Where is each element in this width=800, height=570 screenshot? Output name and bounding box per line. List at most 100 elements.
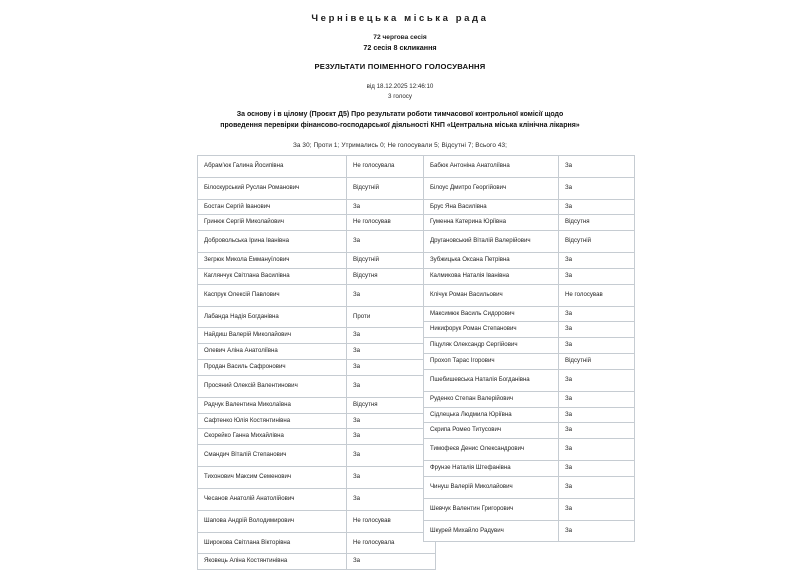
deputy-name: Бабюк Антоніна Анатоліївна xyxy=(423,155,559,178)
table-row: Фрунзе Наталія Штефанівна За xyxy=(423,460,635,477)
vote-table-left: Абрам’юк Галина Йосипівна Не голосувала Бі… xyxy=(197,155,436,570)
vote-value: Відсутній xyxy=(346,176,436,200)
deputy-name: Сідлецька Людмила Юріївна xyxy=(423,406,559,424)
deputy-name: Никифорук Роман Степанович xyxy=(423,321,559,339)
table-row: Скрипа Ромео Титусович За xyxy=(423,422,635,440)
motion-text: За основу і в цілому (Проєкт Д5) Про рез… xyxy=(220,110,580,129)
table-row: Найдиш Валерій Миколайович За xyxy=(197,327,436,345)
deputy-name: Другановський Віталій Валерійович xyxy=(423,230,559,254)
deputy-name: Бостан Сергій Іванович xyxy=(197,198,347,216)
page-title: РЕЗУЛЬТАТИ ПОІМЕННОГО ГОЛОСУВАННЯ xyxy=(314,62,486,72)
deputy-name: Брус Яна Василівна xyxy=(423,198,559,216)
deputy-name: Гуменна Катерина Юріївна xyxy=(423,214,559,232)
deputy-name: Білоскурський Руслан Романович xyxy=(197,176,347,200)
deputy-name: Продан Василь Сафронович xyxy=(197,359,347,376)
vote-value: За xyxy=(558,497,635,521)
vote-value: Не голосував xyxy=(558,283,635,307)
deputy-name: Чинуш Валерій Миколайович xyxy=(423,475,559,499)
deputy-name: Абрам’юк Галина Йосипівна xyxy=(197,155,347,178)
table-row: Каспрук Олексій Павлович За xyxy=(197,283,436,307)
table-row: Білоус Дмитро Георгійович За xyxy=(423,176,635,200)
table-row: Максимюк Василь Сидорович За xyxy=(423,305,635,323)
vote-value: За xyxy=(558,337,635,355)
deputy-name: Шапова Андрій Володимирович xyxy=(197,509,347,533)
deputy-name: Фрунзе Наталія Штефанівна xyxy=(423,460,559,477)
table-row: Радчук Валентина Миколаївна Відсутня xyxy=(197,396,436,414)
table-row: Клічук Роман Васильович Не голосував xyxy=(423,283,635,307)
table-row: Гринюк Сергій Миколайович Не голосував xyxy=(197,214,436,232)
table-row: Гуменна Катерина Юріївна Відсутня xyxy=(423,214,635,232)
deputy-name: Скорейко Ганна Михайлівна xyxy=(197,428,347,446)
session-convocation: 72 сесія 8 скликання xyxy=(363,42,437,52)
vote-value: Відсутній xyxy=(558,230,635,254)
vote-value: За xyxy=(346,230,436,254)
deputy-name: Каглянчук Світлана Василівна xyxy=(197,267,347,285)
deputy-name: Шевчук Валентин Григорович xyxy=(423,497,559,521)
table-row: Піцуляк Олександр Сергійович За xyxy=(423,337,635,355)
vote-value: Відсутній xyxy=(558,353,635,370)
deputy-name: Гринюк Сергій Миколайович xyxy=(197,214,347,232)
deputy-name: Радчук Валентина Миколаївна xyxy=(197,396,347,414)
vote-value: За xyxy=(558,519,635,543)
deputy-name: Тимофеєв Денис Олександрович xyxy=(423,438,559,462)
vote-value: За xyxy=(558,176,635,200)
table-row: Просяний Олексій Валентинович За xyxy=(197,374,436,398)
table-row: Шкурей Михайло Радувич За xyxy=(423,519,635,543)
vote-value: За xyxy=(558,438,635,462)
vote-timestamp: від 18.12.2025 12:46:10 xyxy=(366,83,434,91)
deputy-name: Тихонович Максим Семенович xyxy=(197,466,347,489)
table-row: Шевчук Валентин Григорович За xyxy=(423,497,635,521)
vote-index: 3 голосу xyxy=(388,92,412,100)
table-row: Прохоп Тарас Ігорович Відсутній xyxy=(423,353,635,370)
table-row: Сідлецька Людмила Юріївна За xyxy=(423,406,635,424)
table-row: Тимофеєв Денис Олександрович За xyxy=(423,438,635,462)
table-row: Широкова Світлана Вікторівна Не голосувал… xyxy=(197,531,436,555)
table-row: Бостан Сергій Іванович За xyxy=(197,198,436,216)
vote-value: За xyxy=(558,475,635,499)
deputy-name: Найдиш Валерій Миколайович xyxy=(197,327,347,345)
document-header: Чернівецька міська рада 72 чергова сесія… xyxy=(0,0,800,170)
table-row: Зегрюк Микола Еммануїлович Відсутній xyxy=(197,252,436,269)
vote-table-left-body: Абрам’юк Галина Йосипівна Не голосувала Бі… xyxy=(197,155,436,570)
deputy-name: Просяний Олексій Валентинович xyxy=(197,374,347,398)
table-row: Яковець Аліна Костянтинівна За xyxy=(197,553,436,570)
deputy-name: Лабанда Надія Богданівна xyxy=(197,305,347,329)
deputy-name: Прохоп Тарас Ігорович xyxy=(423,353,559,370)
deputy-name: Яковець Аліна Костянтинівна xyxy=(197,553,347,570)
session-number: 72 чергова сесія xyxy=(373,34,427,42)
vote-value: За xyxy=(558,252,635,269)
table-row: Абрам’юк Галина Йосипівна Не голосувала xyxy=(197,155,436,178)
vote-value: За xyxy=(558,422,635,440)
vote-value: За xyxy=(558,390,635,408)
vote-table-right-body: Бабюк Антоніна Анатоліївна За Білоус Дмитр… xyxy=(423,155,635,543)
vote-value: За xyxy=(558,460,635,477)
table-row: Білоскурський Руслан Романович Відсутній xyxy=(197,176,436,200)
table-row: Никифорук Роман Степанович За xyxy=(423,321,635,339)
deputy-name: Широкова Світлана Вікторівна xyxy=(197,531,347,555)
table-row: Продан Василь Сафронович За xyxy=(197,359,436,376)
vote-tally: За 30; Проти 1; Утримались 0; Не голосув… xyxy=(292,141,508,149)
table-row: Калмикова Наталія Іванівна За xyxy=(423,267,635,285)
deputy-name: Максимюк Василь Сидорович xyxy=(423,305,559,323)
table-row: Руденко Степан Валерійович За xyxy=(423,390,635,408)
table-row: Шапова Андрій Володимирович Не голосував xyxy=(197,509,436,533)
table-row: Бабюк Антоніна Анатоліївна За xyxy=(423,155,635,178)
deputy-name: Добровольська Ірина Іванівна xyxy=(197,230,347,254)
vote-value: За xyxy=(558,368,635,392)
deputy-name: Олевич Аліна Анатоліївна xyxy=(197,343,347,361)
deputy-name: Клічук Роман Васильович xyxy=(423,283,559,307)
table-row: Сафтенко Юлія Костянтинівна За xyxy=(197,412,436,430)
vote-value: За xyxy=(558,155,635,178)
table-row: Смандич Віталій Степанович За xyxy=(197,444,436,468)
table-row: Лабанда Надія Богданівна Проти xyxy=(197,305,436,329)
table-row: Тихонович Максим Семенович За xyxy=(197,466,436,489)
table-row: Олевич Аліна Анатоліївна За xyxy=(197,343,436,361)
deputy-name: Пшебишевська Наталія Богданівна xyxy=(423,368,559,392)
vote-value: За xyxy=(558,406,635,424)
deputy-name: Піцуляк Олександр Сергійович xyxy=(423,337,559,355)
deputy-name: Смандич Віталій Степанович xyxy=(197,444,347,468)
vote-value: За xyxy=(558,305,635,323)
deputy-name: Білоус Дмитро Георгійович xyxy=(423,176,559,200)
vote-value: За xyxy=(346,374,436,398)
